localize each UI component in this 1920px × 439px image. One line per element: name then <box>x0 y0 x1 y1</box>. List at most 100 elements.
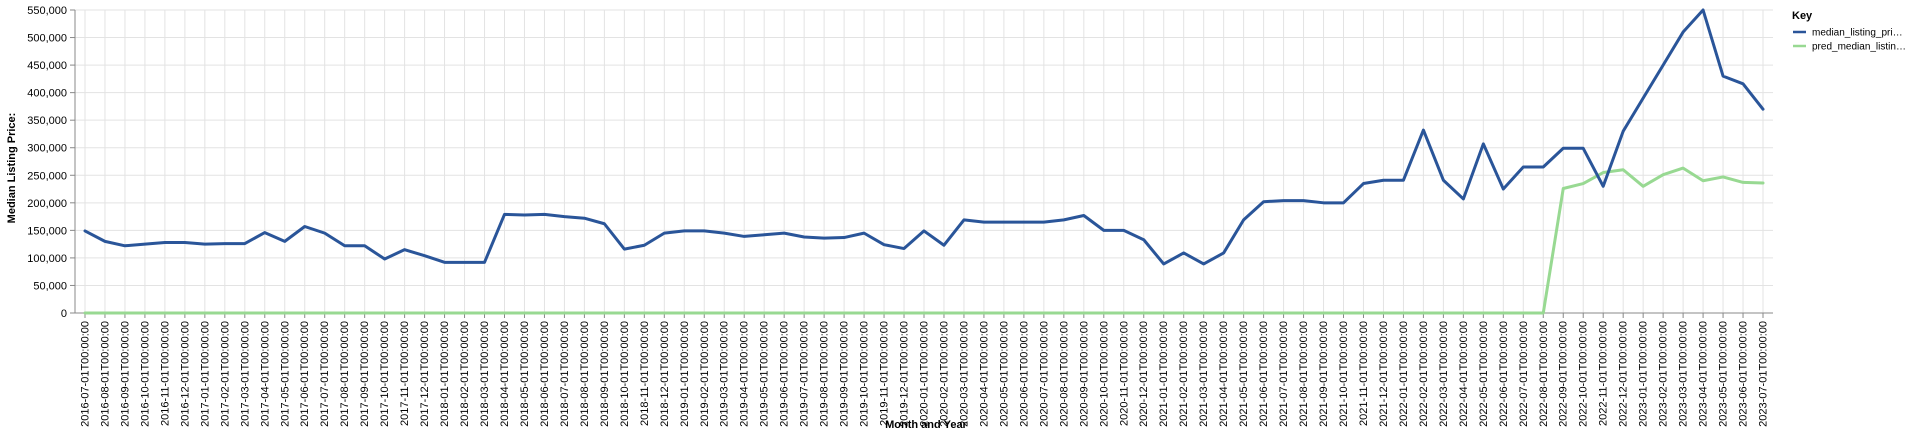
x-tick-label: 2022-03-01T00:00:00 <box>1438 321 1450 427</box>
x-tick-label: 2018-10-01T00:00:00 <box>619 321 631 427</box>
x-tick-label: 2021-04-01T00:00:00 <box>1218 321 1230 427</box>
series-line-1 <box>83 166 1765 315</box>
x-tick-label: 2020-06-01T00:00:00 <box>1018 321 1030 427</box>
x-tick-label: 2018-07-01T00:00:00 <box>559 321 571 427</box>
x-tick-label: 2022-01-01T00:00:00 <box>1398 321 1410 427</box>
x-tick-label: 2020-02-01T00:00:00 <box>938 321 950 427</box>
x-tick-label: 2017-03-01T00:00:00 <box>239 321 251 427</box>
x-tick-label: 2022-10-01T00:00:00 <box>1578 321 1590 427</box>
x-tick-label: 2022-05-01T00:00:00 <box>1478 321 1490 427</box>
x-tick-label: 2023-07-01T00:00:00 <box>1758 321 1770 427</box>
x-tick-label: 2017-08-01T00:00:00 <box>339 321 351 427</box>
y-tick-label: 250,000 <box>27 170 67 182</box>
x-tick-label: 2020-09-01T00:00:00 <box>1078 321 1090 427</box>
x-tick-label: 2019-07-01T00:00:00 <box>799 321 811 427</box>
x-tick-label: 2016-08-01T00:00:00 <box>99 321 111 427</box>
y-tick-label: 550,000 <box>27 5 67 17</box>
x-tick-label: 2022-12-01T00:00:00 <box>1618 321 1630 427</box>
x-tick-label: 2016-10-01T00:00:00 <box>139 321 151 427</box>
x-tick-label: 2022-08-01T00:00:00 <box>1538 321 1550 427</box>
x-tick-label: 2018-02-01T00:00:00 <box>459 321 471 427</box>
x-tick-label: 2021-12-01T00:00:00 <box>1378 321 1390 427</box>
x-tick-label: 2022-07-01T00:00:00 <box>1518 321 1530 427</box>
x-tick-label: 2020-11-01T00:00:00 <box>1118 321 1130 426</box>
y-tick-label: 150,000 <box>27 225 67 237</box>
x-tick-label: 2016-11-01T00:00:00 <box>159 321 171 426</box>
x-tick-label: 2022-09-01T00:00:00 <box>1558 321 1570 427</box>
x-tick-label: 2021-09-01T00:00:00 <box>1318 321 1330 427</box>
x-tick-label: 2022-06-01T00:00:00 <box>1498 321 1510 427</box>
y-axis: 0 50,000 100,000 150,000 200,000 250,000 300,0… <box>27 5 76 320</box>
x-tick-label: 2017-11-01T00:00:00 <box>399 321 411 426</box>
gridlines <box>75 9 1773 314</box>
x-tick-label: 2020-07-01T00:00:00 <box>1038 321 1050 427</box>
x-tick-label: 2016-09-01T00:00:00 <box>119 321 131 427</box>
legend-label: pred_median_listin… <box>1812 42 1906 53</box>
x-tick-label: 2018-09-01T00:00:00 <box>599 321 611 427</box>
x-tick-label: 2023-06-01T00:00:00 <box>1738 321 1750 427</box>
x-tick-label: 2021-02-01T00:00:00 <box>1178 321 1190 427</box>
y-tick-label: 500,000 <box>27 33 67 45</box>
x-tick-label: 2020-04-01T00:00:00 <box>978 321 990 427</box>
x-tick-label: 2023-05-01T00:00:00 <box>1718 321 1730 427</box>
x-tick-label: 2020-12-01T00:00:00 <box>1138 321 1150 427</box>
x-tick-label: 2019-08-01T00:00:00 <box>819 321 831 427</box>
x-tick-label: 2023-03-01T00:00:00 <box>1678 321 1690 427</box>
x-tick-label: 2017-05-01T00:00:00 <box>279 321 291 427</box>
y-tick-label: 450,000 <box>27 60 67 72</box>
x-tick-label: 2021-10-01T00:00:00 <box>1338 321 1350 427</box>
x-tick-label: 2017-04-01T00:00:00 <box>259 321 271 427</box>
x-tick-label: 2019-01-01T00:00:00 <box>679 321 691 427</box>
x-tick-label: 2023-02-01T00:00:00 <box>1658 321 1670 427</box>
x-tick-label: 2021-08-01T00:00:00 <box>1298 321 1310 427</box>
x-tick-label: 2019-04-01T00:00:00 <box>739 321 751 427</box>
x-tick-label: 2020-08-01T00:00:00 <box>1058 321 1070 427</box>
x-tick-label: 2019-05-01T00:00:00 <box>759 321 771 427</box>
x-tick-label: 2017-10-01T00:00:00 <box>379 321 391 427</box>
x-tick-label: 2018-12-01T00:00:00 <box>659 321 671 427</box>
x-tick-label: 2021-11-01T00:00:00 <box>1358 321 1370 426</box>
y-tick-label: 400,000 <box>27 88 67 100</box>
x-axis: 2016-07-01T00:00:00 2016-08-01T00:00:00 20… <box>75 312 1773 427</box>
x-tick-label: 2021-05-01T00:00:00 <box>1238 321 1250 427</box>
x-tick-label: 2021-01-01T00:00:00 <box>1158 321 1170 427</box>
legend-title: Key <box>1792 10 1813 22</box>
x-tick-label: 2022-11-01T00:00:00 <box>1598 321 1610 426</box>
x-tick-label: 2020-10-01T00:00:00 <box>1098 321 1110 427</box>
x-tick-label: 2019-02-01T00:00:00 <box>699 321 711 427</box>
x-tick-label: 2018-06-01T00:00:00 <box>539 321 551 427</box>
x-tick-label: 2018-03-01T00:00:00 <box>479 321 491 427</box>
x-tick-label: 2019-03-01T00:00:00 <box>719 321 731 427</box>
x-tick-label: 2019-10-01T00:00:00 <box>859 321 871 427</box>
x-tick-label: 2018-05-01T00:00:00 <box>519 321 531 427</box>
x-tick-label: 2017-07-01T00:00:00 <box>319 321 331 427</box>
x-tick-label: 2018-04-01T00:00:00 <box>499 321 511 427</box>
y-tick-label: 0 <box>61 308 67 320</box>
x-tick-label: 2021-03-01T00:00:00 <box>1198 321 1210 427</box>
x-tick-label: 2017-01-01T00:00:00 <box>199 321 211 427</box>
x-tick-label: 2021-06-01T00:00:00 <box>1258 321 1270 427</box>
x-tick-label: 2022-04-01T00:00:00 <box>1458 321 1470 427</box>
y-axis-title: Median Listing Price: <box>6 113 18 224</box>
legend-label: median_listing_pri… <box>1812 28 1903 39</box>
x-tick-label: 2017-09-01T00:00:00 <box>359 321 371 427</box>
x-tick-label: 2017-06-01T00:00:00 <box>299 321 311 427</box>
x-tick-label: 2018-01-01T00:00:00 <box>439 321 451 427</box>
x-tick-label: 2016-07-01T00:00:00 <box>79 321 91 427</box>
x-tick-label: 2023-04-01T00:00:00 <box>1698 321 1710 427</box>
x-tick-label: 2020-05-01T00:00:00 <box>998 321 1010 427</box>
x-tick-label: 2018-11-01T00:00:00 <box>639 321 651 426</box>
y-tick-label: 200,000 <box>27 198 67 210</box>
x-tick-label: 2022-02-01T00:00:00 <box>1418 321 1430 427</box>
x-tick-label: 2019-12-01T00:00:00 <box>899 321 911 427</box>
y-tick-label: 100,000 <box>27 253 67 265</box>
y-tick-label: 300,000 <box>27 143 67 155</box>
x-tick-label: 2018-08-01T00:00:00 <box>579 321 591 427</box>
x-tick-label: 2021-07-01T00:00:00 <box>1278 321 1290 427</box>
x-tick-label: 2020-03-01T00:00:00 <box>958 321 970 427</box>
y-tick-label: 50,000 <box>33 280 67 292</box>
x-tick-label: 2016-12-01T00:00:00 <box>179 321 191 427</box>
x-tick-label: 2023-01-01T00:00:00 <box>1638 321 1650 427</box>
series-lines <box>83 8 1765 315</box>
